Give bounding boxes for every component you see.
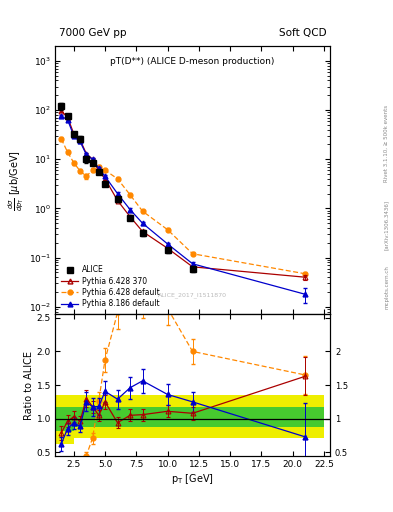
Text: mcplots.cern.ch: mcplots.cern.ch [384,265,389,309]
Text: Soft QCD: Soft QCD [279,28,326,38]
Text: 7000 GeV pp: 7000 GeV pp [59,28,127,38]
X-axis label: p$_\mathrm{T}$ [GeV]: p$_\mathrm{T}$ [GeV] [171,472,214,485]
Text: Rivet 3.1.10, ≥ 500k events: Rivet 3.1.10, ≥ 500k events [384,105,389,182]
Legend: ALICE, Pythia 6.428 370, Pythia 6.428 default, Pythia 8.186 default: ALICE, Pythia 6.428 370, Pythia 6.428 de… [59,263,162,311]
Text: ALICE_2017_I1511870: ALICE_2017_I1511870 [158,293,227,298]
Text: [arXiv:1306.3436]: [arXiv:1306.3436] [384,200,389,250]
Y-axis label: Ratio to ALICE: Ratio to ALICE [24,351,34,419]
Y-axis label: $\frac{d\sigma}{dp_\mathrm{T}}$ [$\mu$b/GeV]: $\frac{d\sigma}{dp_\mathrm{T}}$ [$\mu$b/… [6,150,26,211]
Text: pT(D**) (ALICE D-meson production): pT(D**) (ALICE D-meson production) [110,57,275,66]
